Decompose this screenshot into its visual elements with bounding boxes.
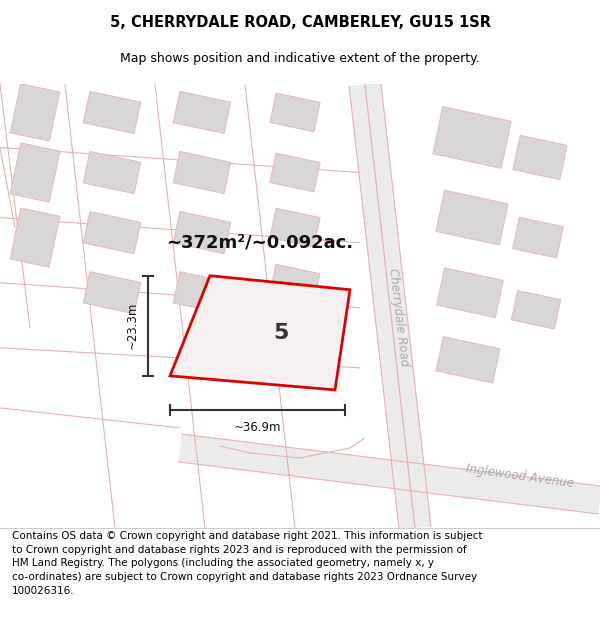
Polygon shape: [270, 93, 320, 132]
Polygon shape: [173, 91, 231, 134]
Polygon shape: [270, 208, 320, 247]
Polygon shape: [270, 153, 320, 192]
Text: Inglewood Avenue: Inglewood Avenue: [465, 462, 575, 490]
Polygon shape: [83, 272, 141, 314]
Polygon shape: [10, 208, 60, 268]
Polygon shape: [10, 84, 60, 141]
Text: ~36.9m: ~36.9m: [234, 421, 281, 434]
Text: Contains OS data © Crown copyright and database right 2021. This information is : Contains OS data © Crown copyright and d…: [12, 531, 482, 596]
Polygon shape: [173, 272, 231, 314]
Polygon shape: [83, 211, 141, 254]
Polygon shape: [173, 151, 231, 194]
Text: Map shows position and indicative extent of the property.: Map shows position and indicative extent…: [120, 52, 480, 65]
Polygon shape: [170, 276, 350, 390]
Polygon shape: [513, 136, 567, 179]
Polygon shape: [511, 291, 560, 329]
Polygon shape: [437, 268, 503, 318]
Polygon shape: [349, 82, 431, 530]
Polygon shape: [436, 337, 500, 383]
Text: 5: 5: [274, 322, 289, 342]
Polygon shape: [83, 151, 141, 194]
Polygon shape: [173, 211, 231, 254]
Polygon shape: [83, 91, 141, 134]
Polygon shape: [10, 143, 60, 202]
Text: ~23.3m: ~23.3m: [125, 302, 139, 349]
Text: ~372m²/~0.092ac.: ~372m²/~0.092ac.: [166, 234, 353, 252]
Polygon shape: [433, 107, 511, 168]
Polygon shape: [270, 264, 320, 301]
Polygon shape: [436, 190, 508, 245]
Text: Cherrydale Road: Cherrydale Road: [386, 268, 410, 368]
Polygon shape: [178, 434, 600, 514]
Text: 5, CHERRYDALE ROAD, CAMBERLEY, GU15 1SR: 5, CHERRYDALE ROAD, CAMBERLEY, GU15 1SR: [110, 15, 491, 30]
Polygon shape: [512, 217, 563, 258]
